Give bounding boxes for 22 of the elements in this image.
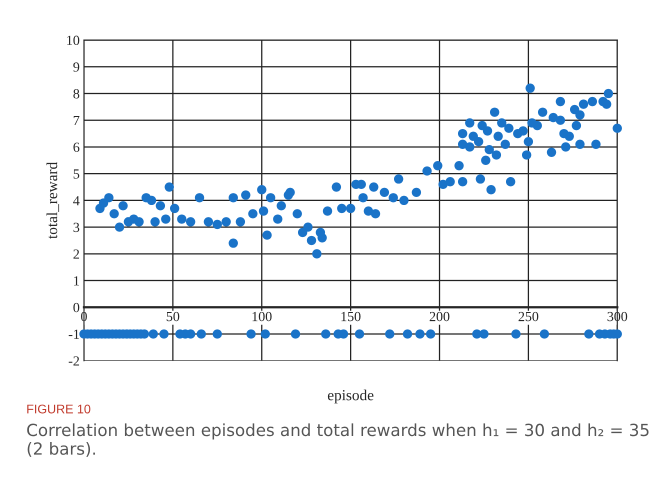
x-axis-title: episode — [328, 390, 374, 404]
x-tick-label: 50 — [166, 312, 180, 322]
y-tick-label: -2 — [68, 356, 80, 366]
x-tick-label: 200 — [430, 312, 450, 322]
y-tick-label: 9 — [73, 62, 80, 72]
y-tick-label: 8 — [73, 89, 80, 98]
x-tick-label: 250 — [518, 312, 538, 322]
y-tick-label: 4 — [73, 196, 80, 206]
y-tick-label: 2 — [73, 249, 80, 259]
y-tick-label: 10 — [67, 36, 80, 46]
text: Correlation between episodes and total rewards when h₁ = 30 and h₂ = 35 (2 bars). — [27, 423, 649, 457]
caption: FIGURE 10 — [27, 404, 90, 414]
y-tick-label: 0 — [73, 302, 80, 312]
y-tick-label: -1 — [68, 330, 79, 339]
y-tick-label: 3 — [74, 222, 80, 232]
y-tick-label: 7 — [74, 116, 80, 126]
x-tick-label: 150 — [341, 312, 361, 322]
y-tick-label: 6 — [73, 142, 80, 152]
y-tick-label: 5 — [74, 169, 80, 179]
y-axis-title: total_reward — [46, 162, 60, 239]
x-tick-label: 100 — [252, 312, 272, 322]
y-tick-label: 1 — [74, 276, 79, 286]
